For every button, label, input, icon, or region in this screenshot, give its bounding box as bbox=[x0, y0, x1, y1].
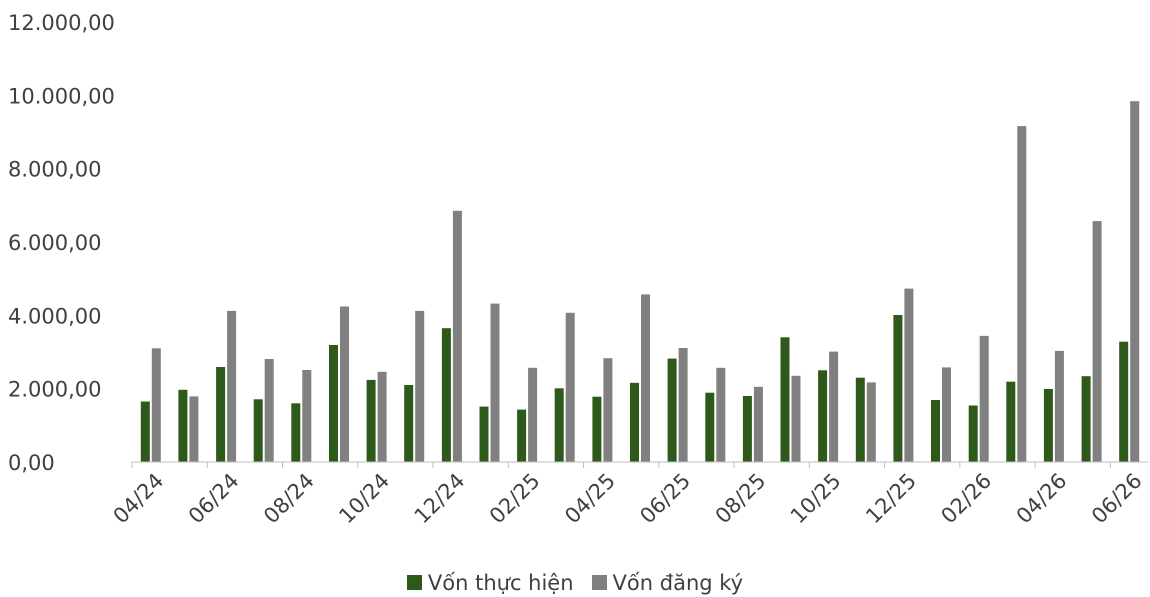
x-tick-label: 02/26 bbox=[936, 469, 996, 529]
y-tick-label: 12.000,00 bbox=[8, 11, 115, 35]
bar-von-dang-ky bbox=[791, 375, 801, 462]
bar-von-thuc-hien bbox=[968, 405, 978, 462]
x-tick-label: 10/24 bbox=[334, 469, 394, 529]
bar-von-dang-ky bbox=[753, 386, 763, 462]
bar-von-dang-ky bbox=[528, 367, 538, 462]
bar-von-dang-ky bbox=[1092, 221, 1102, 462]
bar-von-thuc-hien bbox=[216, 367, 226, 462]
bar-von-dang-ky bbox=[452, 210, 462, 462]
bar-von-dang-ky bbox=[227, 310, 237, 462]
x-tick-label: 12/25 bbox=[861, 469, 921, 529]
bar-von-thuc-hien bbox=[479, 406, 489, 462]
bar-von-dang-ky bbox=[866, 382, 876, 462]
y-tick-label: 2.000,00 bbox=[8, 378, 102, 402]
bar-von-dang-ky bbox=[979, 335, 989, 462]
x-tick-label: 06/26 bbox=[1087, 469, 1147, 529]
bar-von-thuc-hien bbox=[178, 389, 188, 462]
legend-label-registered: Vốn đăng ký bbox=[612, 570, 744, 595]
bar-von-thuc-hien bbox=[517, 409, 527, 462]
bar-von-thuc-hien bbox=[742, 396, 752, 462]
bar-von-dang-ky bbox=[565, 312, 575, 462]
bar-von-dang-ky bbox=[716, 367, 726, 462]
x-tick-label: 12/24 bbox=[410, 469, 470, 529]
bar-von-thuc-hien bbox=[592, 396, 602, 462]
y-tick-label: 10.000,00 bbox=[8, 84, 115, 108]
bar-von-dang-ky bbox=[1130, 101, 1140, 462]
legend: Vốn thực hiện Vốn đăng ký bbox=[0, 568, 1150, 597]
y-tick-label: 4.000,00 bbox=[8, 304, 102, 328]
bar-von-thuc-hien bbox=[667, 358, 677, 462]
bar-von-thuc-hien bbox=[404, 385, 414, 462]
bar-von-thuc-hien bbox=[329, 345, 338, 462]
bar-von-dang-ky bbox=[829, 351, 839, 462]
bar-von-dang-ky bbox=[641, 294, 650, 462]
bar-von-thuc-hien bbox=[1119, 341, 1129, 462]
bar-von-dang-ky bbox=[1054, 350, 1064, 462]
bar-von-thuc-hien bbox=[855, 377, 865, 462]
bar-von-dang-ky bbox=[189, 396, 199, 462]
x-tick-label: 08/25 bbox=[711, 469, 771, 529]
bar-von-thuc-hien bbox=[931, 400, 940, 462]
bar-von-dang-ky bbox=[415, 310, 425, 462]
bar-von-dang-ky bbox=[340, 306, 349, 462]
bar-von-dang-ky bbox=[603, 358, 613, 462]
bar-von-dang-ky bbox=[490, 303, 500, 462]
bar-von-dang-ky bbox=[264, 359, 274, 462]
x-tick-label: 04/24 bbox=[109, 469, 169, 529]
bar-chart: 0,00 2.000,00 4.000,00 6.000,00 8.000,00 10.0… bbox=[8, 11, 1148, 529]
bar-von-dang-ky bbox=[377, 371, 387, 462]
bar-von-dang-ky bbox=[1017, 126, 1027, 462]
bar-von-thuc-hien bbox=[291, 403, 301, 462]
x-tick-label: 08/24 bbox=[259, 469, 319, 529]
bar-von-thuc-hien bbox=[441, 328, 451, 462]
y-tick-label: 8.000,00 bbox=[8, 158, 102, 182]
legend-swatch-realized bbox=[406, 575, 422, 590]
x-tick-label: 06/24 bbox=[184, 469, 244, 529]
legend-label-realized: Vốn thực hiện bbox=[427, 570, 574, 595]
x-tick-label: 06/25 bbox=[635, 469, 695, 529]
legend-item-realized: Vốn thực hiện bbox=[406, 570, 574, 595]
x-tick-label: 02/25 bbox=[485, 469, 545, 529]
bar-von-thuc-hien bbox=[140, 401, 150, 462]
bar-von-dang-ky bbox=[678, 348, 688, 462]
bar-von-dang-ky bbox=[904, 288, 914, 462]
x-tick-label: 04/25 bbox=[560, 469, 620, 529]
bar-von-thuc-hien bbox=[1043, 389, 1053, 462]
y-tick-label: 0,00 bbox=[8, 451, 55, 475]
bar-von-thuc-hien bbox=[253, 399, 263, 462]
bar-von-thuc-hien bbox=[554, 388, 564, 462]
x-tick-label: 10/25 bbox=[786, 469, 846, 529]
bar-von-dang-ky bbox=[302, 370, 312, 462]
x-tick-label: 04/26 bbox=[1012, 469, 1072, 529]
bar-von-dang-ky bbox=[942, 367, 951, 462]
bar-von-thuc-hien bbox=[818, 370, 828, 462]
bar-von-thuc-hien bbox=[1081, 376, 1091, 462]
bar-von-thuc-hien bbox=[366, 379, 376, 462]
legend-swatch-registered bbox=[591, 575, 607, 590]
bar-von-thuc-hien bbox=[780, 337, 790, 462]
bar-von-thuc-hien bbox=[705, 392, 715, 462]
bar-von-thuc-hien bbox=[1006, 381, 1016, 462]
legend-item-registered: Vốn đăng ký bbox=[591, 570, 744, 595]
bar-von-dang-ky bbox=[151, 348, 161, 462]
bar-von-thuc-hien bbox=[630, 382, 639, 462]
bar-von-thuc-hien bbox=[893, 315, 903, 462]
y-tick-label: 6.000,00 bbox=[8, 231, 102, 255]
